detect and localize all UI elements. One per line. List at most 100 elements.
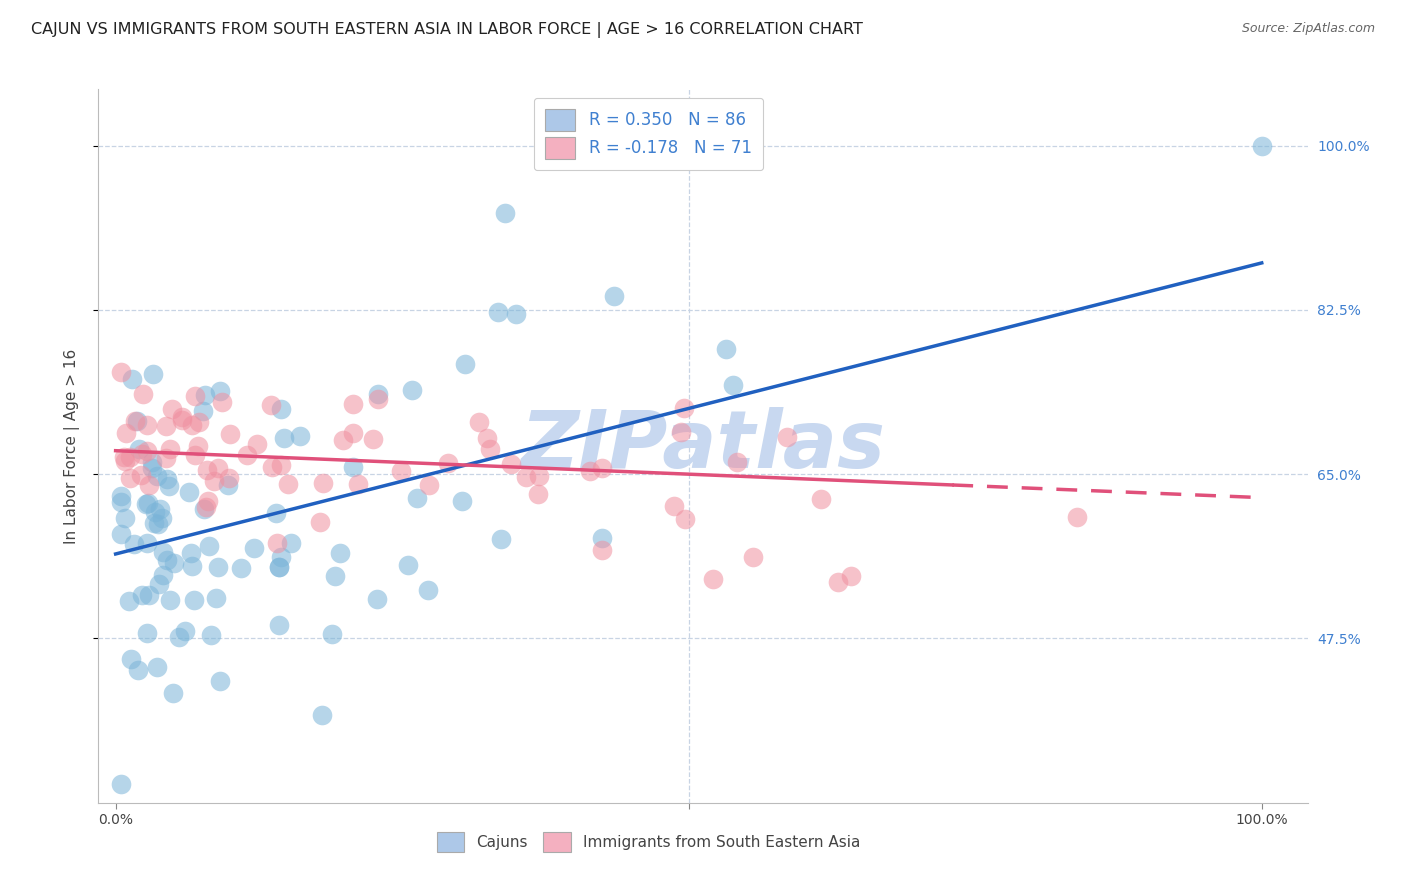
Point [181,417,204,432]
Point [405,491,427,506]
Point [121,372,143,386]
Point [110,527,132,541]
Point [217,478,239,492]
Y-axis label: In Labor Force | Age > 16: In Labor Force | Age > 16 [63,349,80,543]
Point [120,471,142,485]
Point [135,418,157,433]
Point [184,448,207,462]
Point [453,357,475,371]
Point [342,426,364,441]
Point [662,499,685,513]
Point [118,450,141,465]
Point [136,626,159,640]
Point [515,470,537,484]
Point [162,686,184,700]
Point [135,497,157,511]
Point [267,618,290,632]
Point [810,491,832,506]
Point [159,593,181,607]
Point [527,486,550,500]
Point [1066,509,1088,524]
Point [229,561,252,575]
Point [723,378,745,392]
Point [127,663,149,677]
Point [501,457,523,471]
Point [138,478,160,492]
Point [418,477,440,491]
Point [202,474,225,488]
Point [725,455,748,469]
Point [207,560,229,574]
Point [194,388,217,402]
Point [218,471,240,485]
Point [191,404,214,418]
Point [741,549,763,564]
Point [242,541,264,555]
Point [246,436,269,450]
Point [277,477,299,491]
Point [110,366,132,380]
Point [143,505,166,519]
Text: CAJUN VS IMMIGRANTS FROM SOUTH EASTERN ASIA IN LABOR FORCE | AGE > 16 CORRELATIO: CAJUN VS IMMIGRANTS FROM SOUTH EASTERN A… [31,22,863,38]
Point [195,463,218,477]
Point [280,536,302,550]
Point [602,289,624,303]
Point [170,413,193,427]
Point [218,426,240,441]
Point [155,472,177,486]
Point [131,588,153,602]
Point [114,454,136,468]
Point [673,401,696,416]
Point [311,708,333,723]
Point [451,494,474,508]
Point [776,430,799,444]
Point [114,450,136,464]
Point [187,415,209,429]
Point [260,399,283,413]
Point [208,674,231,689]
Point [270,402,292,417]
Point [270,458,292,472]
Point [136,496,159,510]
Point [195,500,218,515]
Point [323,569,346,583]
Point [347,476,370,491]
Point [136,536,159,550]
Point [477,431,499,445]
Point [114,510,136,524]
Point [478,442,501,456]
Point [110,495,132,509]
Point [200,628,222,642]
Point [591,532,613,546]
Point [207,461,229,475]
Point [146,660,169,674]
Point [591,543,613,558]
Point [122,537,145,551]
Point [184,389,207,403]
Point [205,591,228,605]
Point [505,307,527,321]
Point [120,651,142,665]
Point [839,569,862,583]
Point [110,489,132,503]
Point [179,484,201,499]
Point [827,575,849,590]
Point [591,461,613,475]
Point [141,460,163,475]
Point [270,550,292,565]
Point [127,413,149,427]
Point [187,439,209,453]
Point [396,558,419,573]
Point [149,501,172,516]
Point [163,556,186,570]
Point [180,545,202,559]
Point [366,592,388,607]
Point [110,777,132,791]
Point [159,442,181,456]
Point [146,469,169,483]
Point [136,444,159,458]
Point [367,387,389,401]
Point [141,455,163,469]
Point [1250,138,1272,153]
Point [702,572,724,586]
